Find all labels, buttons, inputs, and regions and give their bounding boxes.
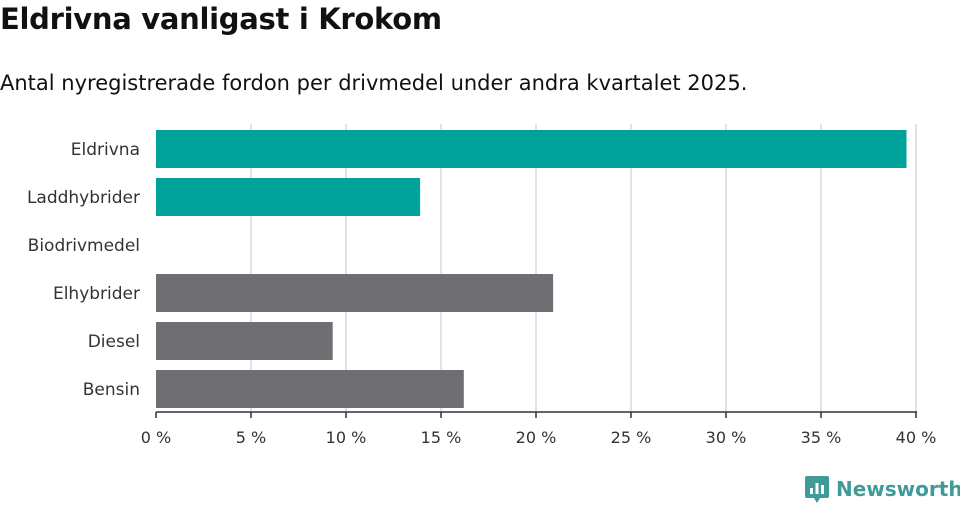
category-label: Elhybrider bbox=[53, 284, 140, 304]
x-tick-label: 30 % bbox=[706, 428, 747, 447]
category-label: Diesel bbox=[88, 332, 140, 352]
category-labels: Eldrivna Laddhybrider Biodrivmedel Elhybrid… bbox=[27, 140, 140, 400]
x-tick-label: 0 % bbox=[141, 428, 171, 447]
x-tick-label: 40 % bbox=[896, 428, 937, 447]
x-tick-label: 5 % bbox=[236, 428, 266, 447]
bar-chart: Eldrivna Laddhybrider Biodrivmedel Elhybrid… bbox=[27, 124, 937, 447]
chart-subtitle: Antal nyregistrerade fordon per drivmede… bbox=[0, 71, 748, 95]
bar-laddhybrider bbox=[156, 178, 421, 216]
bar-diesel bbox=[156, 322, 333, 360]
x-tick-label: 20 % bbox=[516, 428, 557, 447]
brand-logo: Newsworthy bbox=[804, 474, 960, 504]
category-label: Bensin bbox=[83, 380, 140, 400]
x-tick-label: 35 % bbox=[801, 428, 842, 447]
grid-lines bbox=[250, 124, 917, 412]
chart-title: Eldrivna vanligast i Krokom bbox=[0, 2, 442, 36]
brand-name: Newsworthy bbox=[836, 477, 960, 501]
x-tick-label: 10 % bbox=[326, 428, 367, 447]
x-tick-label: 15 % bbox=[421, 428, 462, 447]
x-axis: 0 % 5 % 10 % 15 % 20 % 25 % 30 % 35 % 40 % bbox=[141, 411, 937, 447]
category-label: Eldrivna bbox=[71, 140, 140, 160]
newsworthy-logo-icon bbox=[805, 476, 829, 503]
bar-bensin bbox=[156, 370, 464, 408]
category-label: Laddhybrider bbox=[27, 188, 140, 208]
x-tick-label: 25 % bbox=[611, 428, 652, 447]
bar-elhybrider bbox=[156, 274, 554, 312]
bar-eldrivna bbox=[156, 130, 907, 168]
category-label: Biodrivmedel bbox=[28, 236, 140, 256]
bars bbox=[156, 130, 907, 408]
